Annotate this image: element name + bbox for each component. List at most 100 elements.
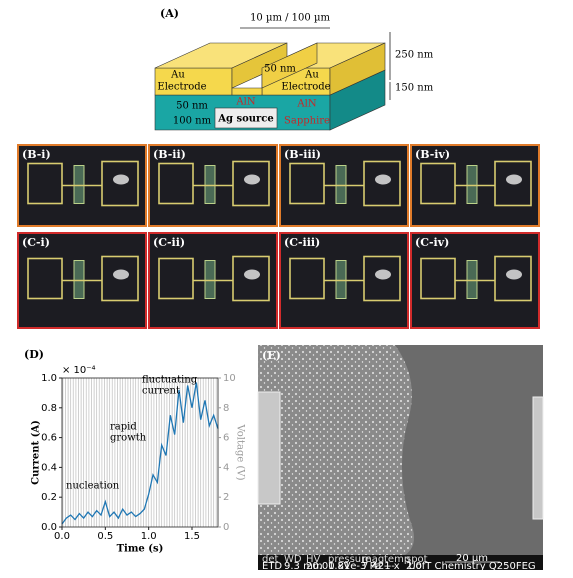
info-key: pressure xyxy=(328,554,371,565)
x-tick-label: 0.5 xyxy=(97,531,113,542)
pad xyxy=(494,160,532,207)
pad xyxy=(27,162,63,205)
y2-tick-label: 6 xyxy=(223,433,229,444)
probe xyxy=(506,269,522,280)
pad xyxy=(158,162,194,205)
panel-label: (B-iii) xyxy=(284,148,321,161)
y2-tick-label: 8 xyxy=(223,403,229,414)
y2-axis-label: Voltage (V) xyxy=(235,423,246,480)
annotation: current xyxy=(142,386,180,397)
annotation: growth xyxy=(110,433,147,444)
panel-label: (B-iv) xyxy=(415,148,450,161)
bridge xyxy=(204,260,216,299)
layer-label: Sapphire xyxy=(284,116,330,127)
bridge xyxy=(73,165,85,204)
panel-label: (D) xyxy=(24,348,44,361)
probe xyxy=(113,269,129,280)
panel-label: (C-i) xyxy=(22,236,50,249)
pad xyxy=(420,257,456,300)
y-tick-label: 1.0 xyxy=(41,373,57,384)
info-value: 7 421 x xyxy=(362,561,400,572)
info-key: HV xyxy=(306,554,321,565)
layer-height: 150 nm xyxy=(395,83,434,94)
bridge xyxy=(335,165,347,204)
plot-frame xyxy=(61,377,219,528)
y2-tick-label: 10 xyxy=(223,373,236,384)
probe xyxy=(375,269,391,280)
info-key: spot xyxy=(406,554,428,565)
pad xyxy=(363,255,401,302)
gap-thickness: 50 nm xyxy=(264,64,296,75)
y-tick-label: 0.2 xyxy=(41,492,57,503)
pad xyxy=(101,255,139,302)
electrode-label: Electrode xyxy=(157,82,206,93)
voltage-pulses xyxy=(62,378,218,527)
y-tick-label: 0.6 xyxy=(41,433,57,444)
panel-label: (B-ii) xyxy=(153,148,186,161)
pad xyxy=(363,160,401,207)
pad xyxy=(232,160,270,207)
x-tick-label: 1.5 xyxy=(184,531,200,542)
x-tick-label: 1.0 xyxy=(141,531,157,542)
electrode-label: Au xyxy=(170,70,185,81)
bridge xyxy=(204,165,216,204)
probe xyxy=(375,174,391,185)
thickness-label: 100 nm xyxy=(173,116,212,127)
panel-label: (C-ii) xyxy=(153,236,185,249)
sem-image xyxy=(257,345,544,570)
y2-tick-label: 2 xyxy=(223,492,229,503)
y-tick-label: 0.8 xyxy=(41,403,57,414)
annotation: nucleation xyxy=(66,481,120,492)
info-value: 2.0 xyxy=(406,561,422,572)
axis-multiplier: × 10⁻⁴ xyxy=(62,365,96,376)
thickness-label: 50 nm xyxy=(176,101,208,112)
bridge xyxy=(335,260,347,299)
layer-label: AlN xyxy=(296,99,316,110)
y2-tick-label: 4 xyxy=(223,462,229,473)
panel-label: (B-i) xyxy=(22,148,51,161)
probe xyxy=(506,174,522,185)
info-key: det xyxy=(262,554,279,565)
y-tick-label: 0.0 xyxy=(41,522,57,533)
annotation: rapid xyxy=(110,422,137,433)
pad xyxy=(494,255,532,302)
probe xyxy=(244,269,260,280)
micrographs: (B-i) (B-ii) (B-iii) (B-iv) (C-i) (C-ii) (C-ii… xyxy=(17,144,540,329)
y2-tick-label: 0 xyxy=(223,522,229,533)
electrode-height: 250 nm xyxy=(395,50,434,61)
pad xyxy=(27,257,63,300)
y-tick-label: 0.4 xyxy=(41,462,57,473)
pad xyxy=(232,255,270,302)
info-value: 1.81e-3 Pa xyxy=(328,561,381,572)
probe xyxy=(113,174,129,185)
y-axis-label: Current (A) xyxy=(31,420,42,485)
schematic xyxy=(154,27,391,131)
gap-width: 10 µm / 100 µm xyxy=(250,13,330,24)
x-tick-label: 0.0 xyxy=(54,531,70,542)
scale-label: 20 µm xyxy=(456,553,488,564)
x-axis-label: Time (s) xyxy=(117,544,164,555)
source-label: Ag source xyxy=(217,114,274,125)
pad xyxy=(289,162,325,205)
info-value: ETD xyxy=(262,561,282,572)
current-line xyxy=(61,382,219,525)
info-key: mag xyxy=(362,554,384,565)
info-value: 20.00 kV xyxy=(306,561,351,572)
probe xyxy=(244,174,260,185)
pad xyxy=(158,257,194,300)
info-value: --- xyxy=(384,561,395,572)
layer-label: AlN xyxy=(235,97,255,108)
chart: 0.0 0.2 0.4 0.6 0.8 1.0 0 2 4 6 8 10 0.0 0.5 1.0 1.5 (D)… xyxy=(24,348,246,555)
electrode-label: Au xyxy=(304,70,319,81)
annotation: fluctuating xyxy=(142,375,198,386)
pad xyxy=(420,162,456,205)
info-key: temp xyxy=(384,554,410,565)
pad xyxy=(101,160,139,207)
bridge xyxy=(73,260,85,299)
panel-label: (A) xyxy=(160,7,179,20)
electrode-label: Electrode xyxy=(281,82,330,93)
bridge xyxy=(466,165,478,204)
panel-label: (C-iii) xyxy=(284,236,320,249)
